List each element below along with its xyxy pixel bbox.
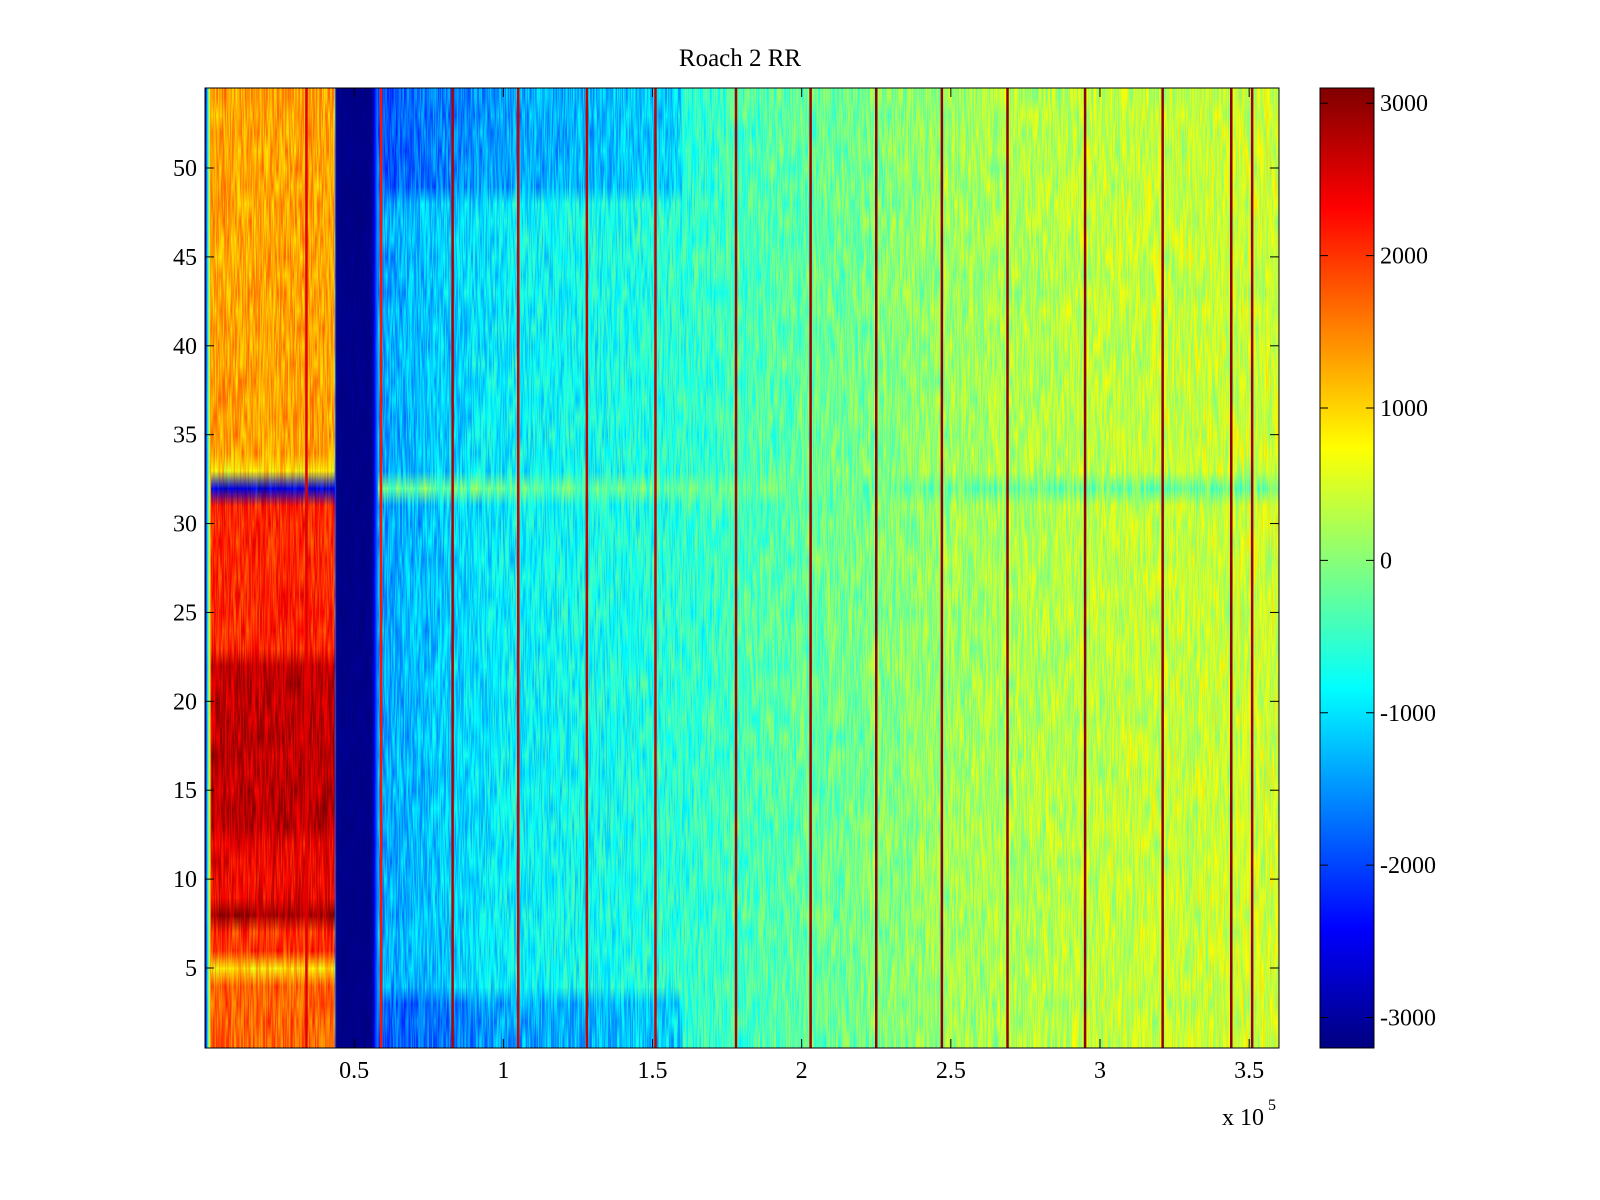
colorbar-tick-label: -1000 xyxy=(1380,701,1436,727)
x-axis-ticks: 0.5 1 1.5 2 2.5 3 3.5 xyxy=(339,88,1264,1084)
x-tick-label: 0.5 xyxy=(339,1058,369,1084)
x-multiplier-base: x 10 xyxy=(1222,1105,1264,1131)
y-tick-label: 35 xyxy=(173,423,197,449)
colorbar-scale xyxy=(1319,87,1375,1049)
y-tick-label: 10 xyxy=(173,867,197,893)
y-tick-label: 20 xyxy=(173,689,197,715)
y-tick-label: 25 xyxy=(173,600,197,626)
colorbar-tick-label: 3000 xyxy=(1380,91,1428,117)
colorbar-tick-label: -3000 xyxy=(1380,1006,1436,1032)
colorbar: 3000 2000 1000 0 -1000 -2000 -3000 xyxy=(1319,87,1436,1049)
colorbar-tick-label: 1000 xyxy=(1380,396,1428,422)
x-tick-label: 1.5 xyxy=(638,1058,668,1084)
colorbar-ticks: 3000 2000 1000 0 -1000 -2000 -3000 xyxy=(1320,91,1436,1032)
y-tick-label: 15 xyxy=(173,778,197,804)
y-tick-label: 50 xyxy=(173,156,197,182)
colorbar-tick-label: 2000 xyxy=(1380,244,1428,270)
x-multiplier-exponent: 5 xyxy=(1268,1097,1276,1114)
colorbar-tick-label: 0 xyxy=(1380,548,1392,574)
x-tick-label: 2 xyxy=(796,1058,808,1084)
y-axis-ticks: 5 10 15 20 25 30 35 40 45 50 xyxy=(173,156,1279,982)
vertical-line-group xyxy=(305,88,1254,1048)
plot-area: 0.5 1 1.5 2 2.5 3 3.5 5 10 15 20 25 30 35 40 45 50 xyxy=(173,87,1280,1084)
y-tick-label: 45 xyxy=(173,245,197,271)
y-tick-label: 40 xyxy=(173,334,197,360)
y-tick-label: 30 xyxy=(173,512,197,538)
colorbar-tick-label: -2000 xyxy=(1380,853,1436,879)
x-tick-label: 3.5 xyxy=(1234,1058,1264,1084)
x-axis-multiplier: x 10 5 xyxy=(1222,1097,1276,1131)
x-tick-label: 3 xyxy=(1094,1058,1106,1084)
x-tick-label: 2.5 xyxy=(936,1058,966,1084)
heatmap-image xyxy=(205,88,1279,1048)
chart-title: Roach 2 RR xyxy=(679,45,802,72)
y-tick-label: 5 xyxy=(185,956,197,982)
x-tick-label: 1 xyxy=(497,1058,509,1084)
plot-frame xyxy=(204,87,1280,1049)
